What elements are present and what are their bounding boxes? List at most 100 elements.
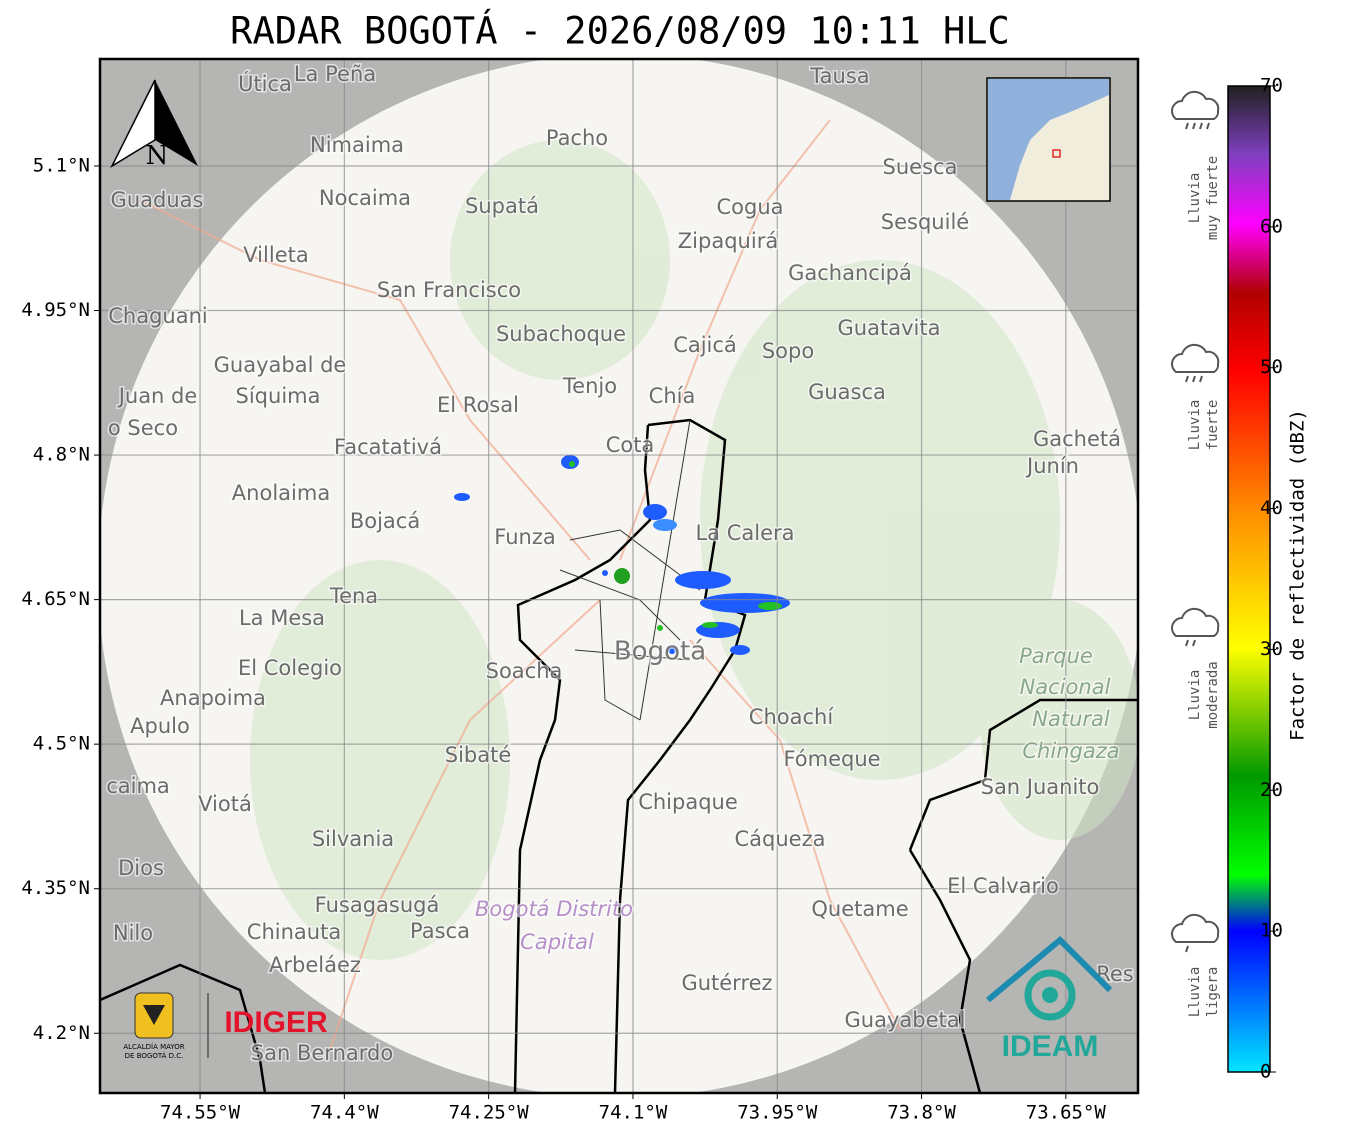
place-label: Bojacá [350, 509, 420, 533]
rain-class-label: ligera [1205, 967, 1221, 1018]
place-label: Guayabetal [845, 1008, 966, 1032]
colorbar-tick-label: 0 [1260, 1061, 1271, 1083]
x-tick-label: 73.8°W [887, 1102, 956, 1124]
y-tick-label: 4.95°N [21, 299, 90, 321]
rain-icon [1171, 607, 1220, 647]
rain-class-label: Lluvia [1187, 967, 1203, 1018]
place-label: Nilo [113, 921, 153, 945]
place-label: Fusagasugá [315, 893, 440, 917]
place-label: Fómeque [783, 747, 880, 771]
place-label: La Calera [695, 521, 794, 545]
place-label: Capital [520, 930, 594, 954]
rain-drop [1192, 375, 1196, 383]
place-label: Facatativá [334, 435, 442, 459]
place-label: Zipaquirá [678, 229, 778, 253]
place-label: Apulo [130, 714, 190, 738]
alcaldia-text: DE BOGOTÁ D.C. [125, 1051, 184, 1060]
rain-class-label: muy fuerte [1205, 156, 1221, 240]
place-label: Natural [1032, 707, 1110, 731]
radar-echoes [454, 455, 790, 655]
place-label: Chaguani [108, 304, 208, 328]
place-label: Subachoque [496, 322, 626, 346]
colorbar-label: Factor de reflectividad (dBZ) [1287, 409, 1309, 741]
place-label: Tausa [809, 64, 869, 88]
place-label: Funza [494, 525, 555, 549]
place-label: Suesca [883, 155, 958, 179]
place-label: Tenjo [562, 374, 617, 398]
place-label: Cota [606, 433, 655, 457]
place-label: Soacha [486, 659, 563, 683]
alcaldia-logo: ALCALDÍA MAYOR DE BOGOTÁ D.C. IDIGER [123, 992, 328, 1060]
place-label: Útica [238, 71, 292, 96]
rain-class-label: Lluvia [1187, 173, 1203, 224]
rain-drop [1185, 945, 1189, 953]
alcaldia-text: ALCALDÍA MAYOR [123, 1042, 184, 1051]
axes: 74.55°W 74.4°W 74.25°W 74.1°W 73.95°W 73.8°W 7… [21, 154, 1106, 1123]
place-label: Arbeláez [269, 953, 361, 977]
place-label: o Seco [108, 416, 178, 440]
rain-icon [1171, 913, 1220, 953]
map-frame [98, 57, 1140, 1095]
place-label: Sibaté [445, 743, 512, 767]
x-tick-label: 74.4°W [310, 1102, 379, 1124]
place-label: Sopo [762, 339, 814, 363]
place-label: Chinauta [247, 920, 341, 944]
place-label: Gachetá [1033, 427, 1121, 451]
north-label: N [146, 141, 169, 171]
colorbar [1227, 85, 1271, 1073]
y-tick-label: 4.65°N [21, 588, 90, 610]
place-label: Bogotá [614, 637, 706, 667]
cloud [1171, 90, 1220, 120]
place-label: El Colegio [238, 656, 342, 680]
place-label: San Bernardo [251, 1041, 393, 1065]
rain-class-label: moderada [1205, 661, 1221, 728]
y-tick-label: 5.1°N [33, 154, 90, 176]
place-label: Anapoima [160, 686, 266, 710]
colorbar-tick-label: 30 [1260, 638, 1283, 660]
place-label: Cogua [716, 195, 783, 219]
place-label: Juan de [117, 384, 198, 408]
x-tick-label: 74.1°W [599, 1102, 668, 1124]
place-label: Guaduas [111, 188, 204, 212]
rain-icon [1171, 90, 1220, 130]
place-label: caima [106, 774, 170, 798]
place-label: El Calvario [947, 874, 1059, 898]
place-label: El Rosal [437, 393, 519, 417]
colorbar-tick-label: 10 [1260, 920, 1283, 942]
idiger-logo: IDIGER [224, 1006, 328, 1039]
place-label: Sesquilé [881, 210, 969, 234]
ideam-text: IDEAM [1002, 1030, 1099, 1063]
place-label: Chía [649, 384, 696, 408]
place-label: Cajicá [673, 333, 737, 357]
map-area: Útica La Peña Tausa Pacho Nimaima Suesca Guadu… [100, 59, 1138, 1093]
terrain [250, 140, 1138, 960]
rain-class-label: fuerte [1205, 400, 1221, 451]
colorbar-tick-label: 70 [1260, 75, 1283, 97]
y-tick-label: 4.5°N [33, 733, 90, 755]
colorbar-tick-label: 50 [1260, 356, 1283, 378]
place-label: Pacho [546, 126, 608, 150]
place-label: Villeta [243, 243, 308, 267]
x-tick-label: 73.95°W [737, 1102, 818, 1124]
rain-drop [1199, 122, 1203, 130]
place-label: Junín [1025, 454, 1079, 478]
rain-drop [1185, 375, 1189, 383]
place-label: Nacional [1020, 675, 1111, 699]
title: RADAR BOGOTÁ - 2026/08/09 10:11 HLC [230, 9, 1010, 53]
place-label: Viotá [198, 792, 252, 816]
cloud [1171, 607, 1220, 637]
place-label: Supatá [465, 194, 539, 218]
place-label: Pasca [410, 919, 470, 943]
place-label: Guasca [808, 380, 886, 404]
place-label: La Peña [294, 62, 376, 86]
inset-map [986, 77, 1111, 202]
rain-drop [1185, 639, 1189, 647]
place-label: San Juanito [981, 775, 1100, 799]
y-tick-label: 4.35°N [21, 877, 90, 899]
rain-drop [1199, 375, 1203, 383]
place-label: Nocaima [319, 186, 411, 210]
place-label: Silvania [312, 827, 394, 851]
cloud [1171, 343, 1220, 373]
colorbar-ticks: 0 10 20 30 40 50 60 70 [1260, 75, 1283, 1083]
